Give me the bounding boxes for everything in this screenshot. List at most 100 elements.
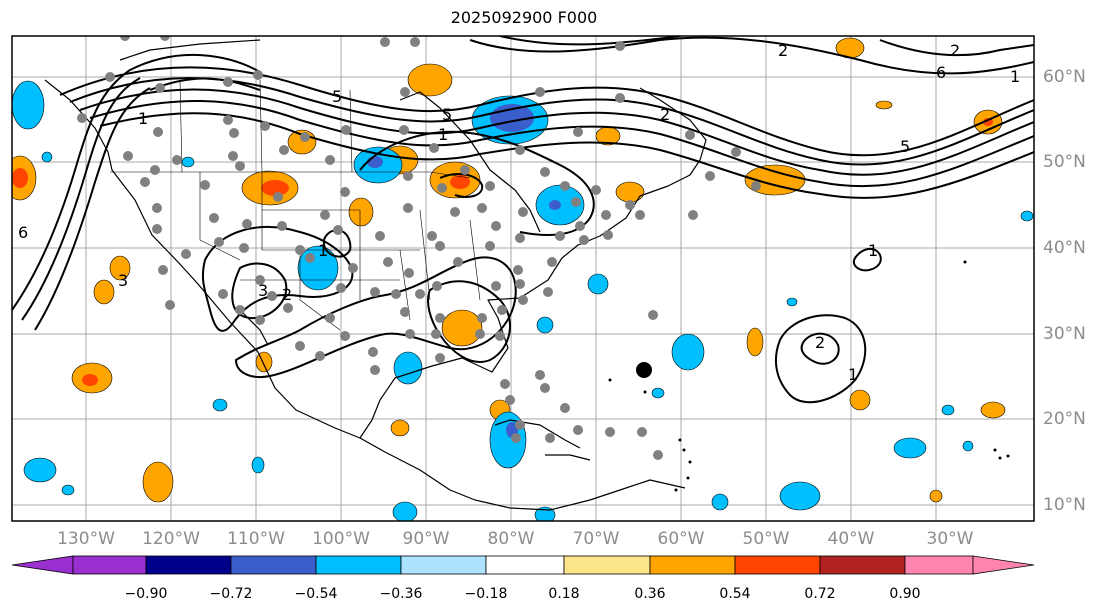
colorbar-tick-label: −0.90 xyxy=(124,586,168,602)
anomaly-patch xyxy=(779,481,821,511)
colorbar-tick-label: −0.18 xyxy=(464,586,508,602)
colorbar-tick-label: −0.72 xyxy=(209,586,253,602)
latitude-label: 10°N xyxy=(1043,495,1086,515)
station-dot xyxy=(535,370,545,380)
latitude-label: 40°N xyxy=(1043,238,1086,258)
station-dot xyxy=(403,203,413,213)
station-dot xyxy=(491,221,501,231)
colorbar-tick-label: 0.36 xyxy=(634,586,666,602)
station-dot xyxy=(573,425,583,435)
contour-line xyxy=(800,332,840,365)
anomaly-patch xyxy=(12,80,45,130)
longitude-label: 130°W xyxy=(57,529,115,549)
station-dot xyxy=(305,253,315,263)
contour-line xyxy=(21,77,141,321)
contour-labels: 1 2 3 5 6 2 1 5 1 2 6 5 1 2 1 1 2 3 xyxy=(18,41,1020,384)
station-dot xyxy=(165,300,175,310)
station-dot xyxy=(255,275,265,285)
anomaly-patch xyxy=(261,180,289,196)
colorbar-bin xyxy=(734,555,821,575)
contour-label: 2 xyxy=(950,41,960,60)
station-dot xyxy=(77,113,87,123)
station-dot xyxy=(518,207,528,217)
station-dot xyxy=(435,313,445,323)
station-dot xyxy=(348,263,358,273)
anomaly-patch xyxy=(615,181,645,203)
colorbar-tick-label: 0.72 xyxy=(804,586,836,602)
station-dot xyxy=(380,37,390,47)
colorbar-bin xyxy=(400,555,487,575)
station-dot xyxy=(295,341,305,351)
anomaly-patch xyxy=(849,389,871,411)
station-dot xyxy=(653,450,663,460)
station-dot xyxy=(410,37,420,47)
station-dot xyxy=(751,181,761,191)
anomaly-patch xyxy=(941,404,955,416)
contour-line xyxy=(201,226,354,332)
colorbar-tick-label: 0.90 xyxy=(889,586,921,602)
contour-label: 5 xyxy=(442,105,452,124)
latitude-label: 20°N xyxy=(1043,409,1086,429)
anomaly-patch xyxy=(12,168,28,188)
islands xyxy=(608,260,1010,492)
contour-label: 6 xyxy=(936,63,946,82)
station-dot xyxy=(515,279,525,289)
anomaly-patch xyxy=(93,279,115,305)
station-dot xyxy=(485,241,495,251)
anomaly-patch xyxy=(980,401,1006,419)
map-title: 2025092900 F000 xyxy=(450,8,598,27)
station-dot xyxy=(277,221,287,231)
longitude-label: 120°W xyxy=(142,529,200,549)
anomaly-patch xyxy=(1020,210,1034,222)
longitude-label: 40°W xyxy=(827,529,875,549)
longitude-label: 70°W xyxy=(572,529,620,549)
contour-label: 3 xyxy=(118,271,128,290)
longitude-label: 100°W xyxy=(312,529,370,549)
anomaly-patch xyxy=(587,273,609,295)
anomaly-patch xyxy=(450,175,470,189)
contour-label: 5 xyxy=(900,137,910,156)
station-dot xyxy=(573,127,583,137)
contour-line xyxy=(322,229,352,258)
station-dot xyxy=(497,305,507,315)
station-dot xyxy=(279,145,289,155)
contour-line xyxy=(499,36,681,46)
contour-label: 1 xyxy=(868,241,878,260)
station-dot xyxy=(685,130,695,140)
anomaly-patch xyxy=(61,484,75,496)
station-dot xyxy=(160,36,170,41)
contour-label: 5 xyxy=(332,87,342,106)
contour-line xyxy=(79,88,1034,176)
station-dot xyxy=(153,127,163,137)
station-dot xyxy=(300,132,310,142)
station-dot xyxy=(500,379,510,389)
station-dot xyxy=(403,171,413,181)
colorbar xyxy=(11,555,1035,575)
station-dot xyxy=(242,219,252,229)
station-dot xyxy=(432,281,442,291)
station-dot xyxy=(415,289,425,299)
colorbar-bin xyxy=(315,555,402,575)
contour-label: 1 xyxy=(138,109,148,128)
station-dot xyxy=(368,347,378,357)
station-dot xyxy=(555,231,565,241)
station-dot xyxy=(435,241,445,251)
station-dot xyxy=(688,210,698,220)
station-dot xyxy=(253,70,263,80)
colorbar-tick-label: −0.54 xyxy=(294,586,338,602)
station-dot xyxy=(579,235,589,245)
anomaly-patch xyxy=(746,327,764,357)
station-dot xyxy=(315,351,325,361)
station-dot xyxy=(158,265,168,275)
station-dot xyxy=(515,420,525,430)
station-dot xyxy=(477,313,487,323)
anomaly-patch xyxy=(929,489,943,503)
station-dot xyxy=(637,427,647,437)
contour-line xyxy=(879,39,1034,57)
contour-label: 2 xyxy=(778,41,788,60)
station-dot xyxy=(543,287,553,297)
station-dot xyxy=(120,36,130,41)
longitude-label: 90°W xyxy=(402,529,450,549)
contour-line xyxy=(234,256,517,378)
anomaly-patch xyxy=(962,440,974,452)
